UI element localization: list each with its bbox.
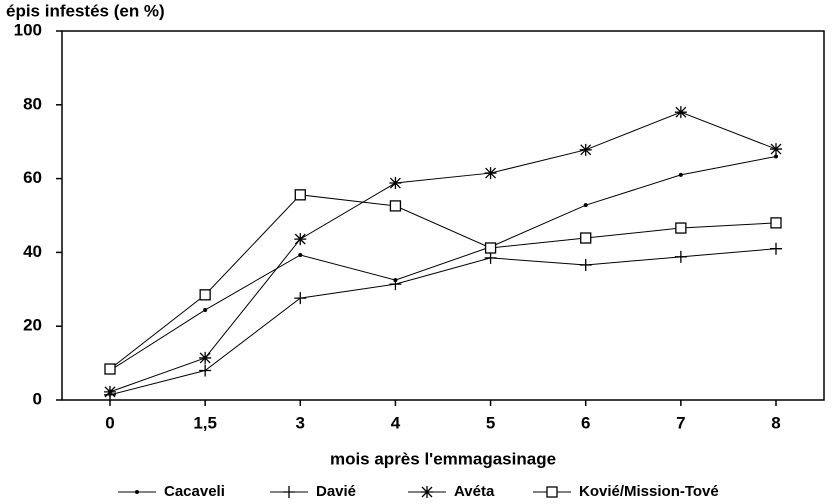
marker — [199, 351, 212, 364]
series-line — [109, 194, 777, 370]
y-tick-label: 0 — [33, 389, 42, 408]
marker — [484, 167, 497, 180]
x-tick-label: 4 — [391, 413, 401, 432]
marker — [283, 486, 295, 498]
marker — [583, 203, 588, 208]
x-tick-label: 0 — [105, 413, 114, 432]
marker — [421, 486, 433, 498]
marker — [484, 251, 497, 264]
x-tick-label: 7 — [676, 413, 685, 432]
marker — [546, 486, 558, 498]
x-tick-label: 3 — [296, 413, 305, 432]
marker — [674, 106, 687, 119]
marker — [389, 200, 402, 212]
marker — [389, 177, 402, 190]
series-line — [109, 248, 777, 396]
legend-label: Davié — [316, 483, 356, 500]
marker — [199, 289, 211, 301]
series-line — [109, 155, 777, 371]
legend-label: Cacaveli — [164, 483, 225, 500]
marker — [484, 242, 497, 254]
marker — [579, 258, 592, 271]
marker — [770, 242, 782, 255]
marker — [199, 364, 212, 377]
x-tick-label: 1,5 — [193, 413, 217, 432]
marker — [774, 154, 778, 159]
plot-frame — [61, 30, 825, 401]
chart-title: épis infestés (en %) — [6, 1, 165, 20]
marker — [203, 307, 208, 312]
marker — [770, 143, 782, 156]
x-tick-label: 8 — [771, 413, 780, 432]
marker — [579, 143, 592, 156]
x-tick-label: 5 — [486, 413, 495, 432]
y-tick-label: 40 — [23, 242, 42, 261]
marker — [104, 363, 116, 375]
marker — [580, 232, 592, 244]
marker — [298, 252, 303, 257]
marker — [674, 250, 687, 263]
marker — [678, 172, 683, 177]
y-tick-label: 20 — [23, 316, 42, 335]
x-axis-label: mois après l'emmagasinage — [330, 449, 556, 468]
legend-label: Kovié/Mission-Tové — [579, 483, 719, 500]
marker — [294, 189, 306, 201]
y-tick-label: 80 — [23, 94, 42, 113]
marker — [389, 278, 402, 291]
marker — [104, 385, 116, 398]
marker — [294, 292, 307, 305]
marker — [294, 233, 307, 246]
y-tick-label: 100 — [14, 20, 42, 39]
marker — [770, 217, 782, 229]
series-line — [109, 111, 777, 393]
legend-label: Avéta — [454, 483, 495, 500]
marker — [675, 222, 687, 234]
x-tick-label: 6 — [581, 413, 590, 432]
y-tick-label: 60 — [23, 168, 42, 187]
marker — [135, 490, 139, 494]
